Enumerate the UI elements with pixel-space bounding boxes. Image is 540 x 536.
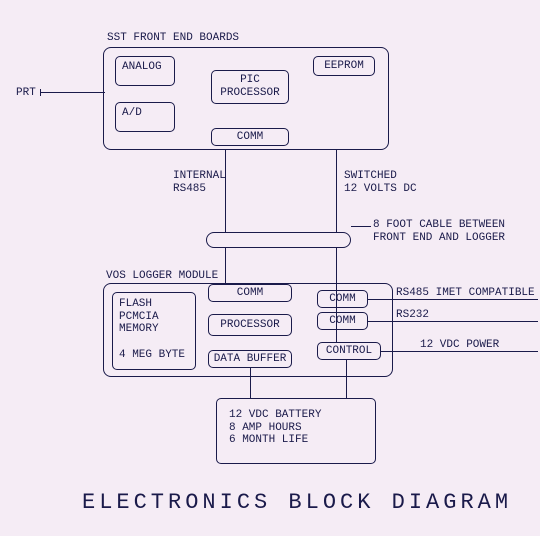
bottom-module-title: VOS LOGGER MODULE <box>106 270 218 283</box>
internal-label: INTERNAL RS485 <box>173 170 226 196</box>
top-comm-box: COMM <box>211 128 289 146</box>
logger-databuffer: DATA BUFFER <box>208 350 292 368</box>
cable-shape <box>206 232 351 248</box>
line-databuf-down <box>250 368 251 398</box>
logger-comm-top: COMM <box>208 284 292 302</box>
rs232-label: RS232 <box>396 309 429 322</box>
logger-comm-r2: COMM <box>317 312 368 330</box>
line-rs232 <box>368 321 538 322</box>
prt-line <box>40 92 105 93</box>
imet-label: RS485 IMET COMPATIBLE <box>396 287 535 300</box>
flash-box: FLASH PCMCIA MEMORY 4 MEG BYTE <box>112 292 196 370</box>
top-module-title: SST FRONT END BOARDS <box>107 32 239 45</box>
logger-comm-r1: COMM <box>317 290 368 308</box>
prt-label: PRT <box>16 87 36 100</box>
pic-box: PIC PROCESSOR <box>211 70 289 104</box>
logger-processor: PROCESSOR <box>208 314 292 336</box>
cable-leader <box>351 226 371 227</box>
diagram-title: ELECTRONICS BLOCK DIAGRAM <box>82 490 512 515</box>
cable-label: 8 FOOT CABLE BETWEEN FRONT END AND LOGGE… <box>373 219 505 245</box>
switched-label: SWITCHED 12 VOLTS DC <box>344 170 417 196</box>
line-12v-down <box>336 150 337 232</box>
battery-box: 12 VDC BATTERY 8 AMP HOURS 6 MONTH LIFE <box>216 398 376 464</box>
line-comm-down2 <box>225 248 226 284</box>
prt-tick <box>40 89 41 96</box>
ad-box: A/D <box>115 102 175 132</box>
logger-control: CONTROL <box>317 342 381 360</box>
analog-box: ANALOG <box>115 56 175 86</box>
line-control-down <box>346 360 347 398</box>
eeprom-box: EEPROM <box>313 56 375 76</box>
power-label: 12 VDC POWER <box>420 339 499 352</box>
